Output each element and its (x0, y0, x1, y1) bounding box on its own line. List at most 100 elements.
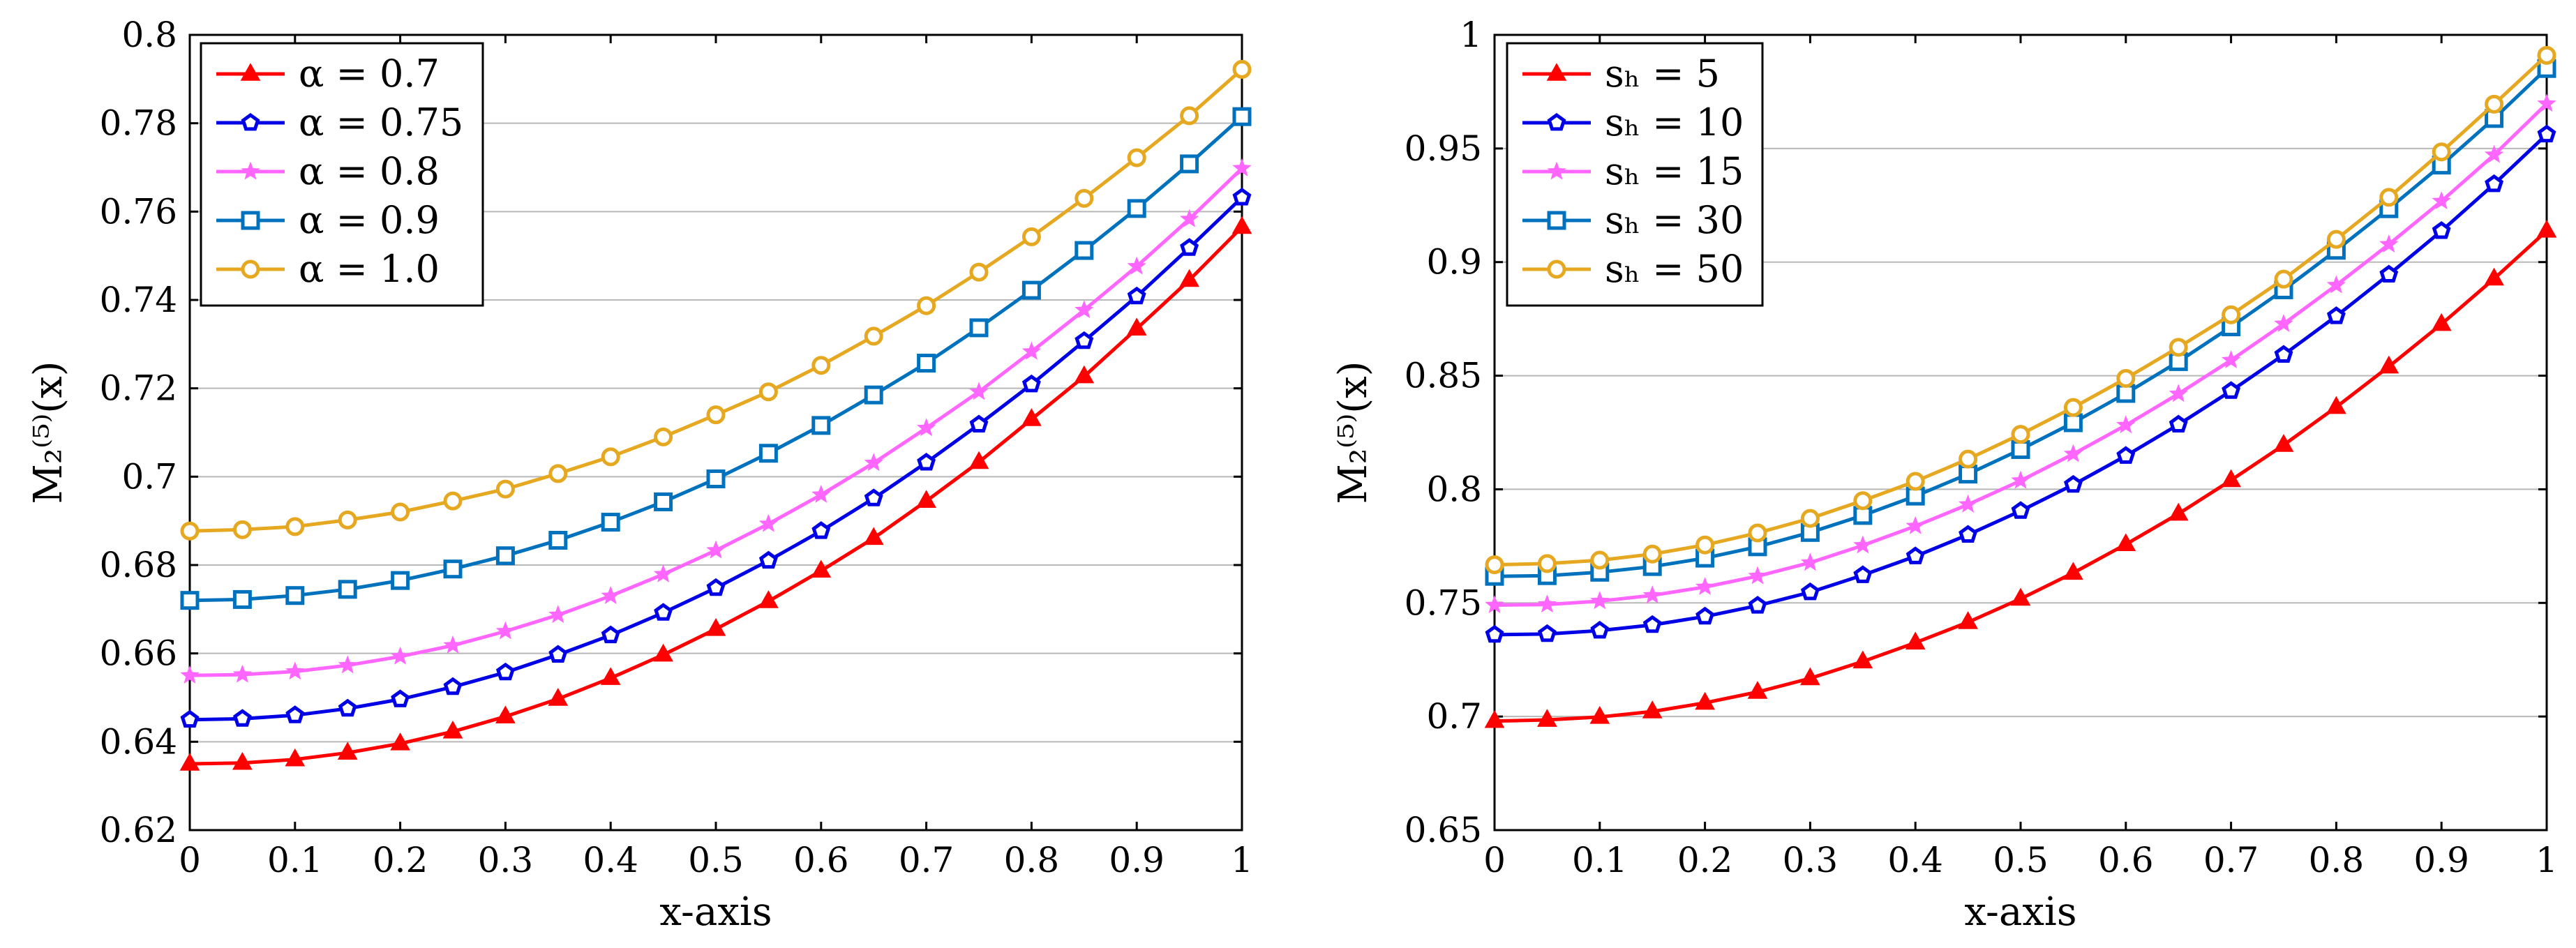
data-point (1127, 286, 1146, 305)
legend-swatch-marker (1547, 112, 1566, 131)
y-tick-label: 0.8 (121, 15, 177, 55)
data-point (2484, 267, 2504, 286)
data-point (2221, 469, 2241, 488)
y-tick-label: 0.72 (100, 368, 177, 409)
data-point (917, 354, 936, 373)
data-point (180, 521, 200, 541)
data-point (2011, 501, 2030, 519)
y-tick-label: 0.78 (100, 103, 177, 144)
x-tick-label: 0.8 (2309, 840, 2365, 880)
data-point (1180, 106, 1199, 126)
data-point (863, 527, 884, 546)
data-point (285, 748, 306, 767)
data-point (2116, 415, 2136, 434)
data-point (1747, 681, 1768, 699)
data-point (1958, 494, 1978, 513)
data-point (917, 296, 936, 315)
data-point (2432, 142, 2451, 162)
data-point (232, 751, 253, 770)
series-3 (180, 158, 1252, 684)
x-tick-label: 0.5 (688, 840, 744, 880)
series-5 (1485, 45, 2556, 575)
y-tick-label: 0.66 (100, 633, 177, 674)
data-point (232, 709, 252, 727)
data-point (495, 662, 515, 681)
y-tick-label: 0.85 (1405, 356, 1482, 396)
data-point (2011, 470, 2030, 489)
data-point (2222, 305, 2241, 324)
data-point (391, 689, 410, 707)
data-point (1021, 408, 1042, 426)
x-tick-label: 0 (179, 840, 201, 880)
legend-entry: sₕ = 5 (1605, 52, 1720, 96)
x-tick-label: 0.9 (2413, 840, 2469, 880)
data-point (2432, 221, 2451, 239)
data-point (285, 705, 305, 723)
x-tick-label: 0.7 (899, 840, 954, 880)
data-point (1800, 509, 1820, 528)
data-point (285, 586, 305, 605)
data-point (2116, 384, 2136, 403)
data-point (495, 705, 516, 724)
data-point (2537, 93, 2556, 112)
data-point (1905, 472, 1925, 491)
data-point (2273, 434, 2294, 452)
series-4 (180, 107, 1252, 610)
data-point (1748, 596, 1767, 614)
data-point (2537, 124, 2556, 143)
chart-panel-2: 0.65 0.7 0.75 0.8 0.85 0.9 0.95 1 0 0.1 0.2 0.3 0.4 0… (1331, 15, 2558, 935)
data-point (1905, 631, 1926, 650)
data-point (1074, 188, 1094, 208)
data-point (2116, 533, 2136, 552)
x-axis-title: x-axis (659, 889, 772, 935)
data-point (758, 590, 779, 608)
data-point (1695, 691, 1715, 710)
data-point (2274, 314, 2293, 332)
chart-panel-1: 0.62 0.64 0.66 0.68 0.7 0.72 0.74 0.76 0.78 0.8 0 0… (26, 15, 1253, 935)
data-point (968, 451, 989, 469)
data-point (1485, 555, 1504, 575)
legend-swatch-marker (241, 161, 260, 180)
data-point (2431, 313, 2452, 331)
data-point (601, 513, 620, 532)
data-point (1180, 154, 1199, 174)
data-point (2063, 413, 2083, 432)
data-point (1021, 227, 1041, 246)
data-point (864, 453, 883, 472)
data-point (1232, 107, 1252, 126)
data-point (548, 531, 568, 550)
legend: α = 0.7α = 0.75 α = 0.8 α = 0.9 α = 1.0 (200, 42, 484, 307)
data-point (1695, 535, 1715, 555)
data-point (443, 635, 463, 654)
data-point (548, 645, 568, 663)
data-point (1642, 615, 1662, 633)
x-tick-label: 0.8 (1004, 840, 1060, 880)
data-point (443, 491, 463, 511)
y-tick-label: 0.9 (1426, 242, 1482, 283)
data-point (1021, 341, 1042, 360)
data-point (2379, 355, 2399, 374)
data-point (917, 453, 936, 471)
data-point (1642, 544, 1662, 564)
data-point (2379, 234, 2399, 253)
data-point (1905, 546, 1925, 564)
data-point (2063, 444, 2083, 462)
data-point (2484, 144, 2504, 163)
data-point (1590, 591, 1610, 610)
data-point (1537, 709, 1557, 727)
data-point (1537, 624, 1557, 642)
data-point (1179, 269, 1199, 287)
x-tick-label: 0.4 (1887, 840, 1943, 880)
x-tick-label: 0.7 (2203, 840, 2259, 880)
data-point (1958, 611, 1978, 629)
x-tick-label: 0.4 (583, 840, 638, 880)
data-point (706, 540, 726, 559)
legend-box (1506, 42, 1764, 307)
data-point (864, 326, 883, 346)
data-point (811, 559, 832, 578)
y-axis-title: M₂⁽⁵⁾(x) (1331, 361, 1376, 504)
data-point (811, 416, 831, 435)
data-point (1232, 158, 1252, 176)
y-tick-label: 0.7 (121, 456, 177, 497)
series-1 (1484, 219, 2557, 728)
